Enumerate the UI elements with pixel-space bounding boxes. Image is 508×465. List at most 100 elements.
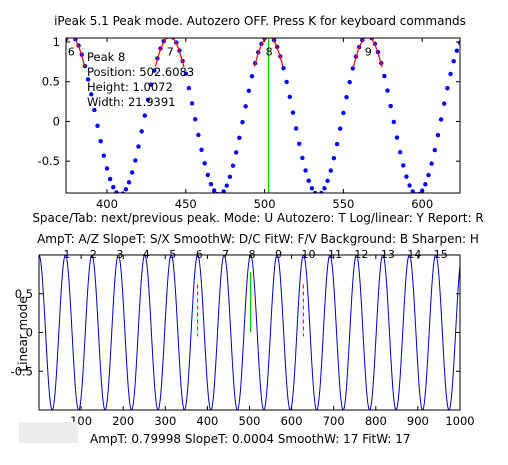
- upper-data-point: [338, 126, 343, 131]
- upper-data-point: [227, 174, 233, 180]
- upper-data-point: [287, 94, 292, 100]
- upper-data-point: [388, 103, 393, 109]
- upper-data-point: [397, 150, 403, 155]
- upper-y-tick-label: 0: [53, 114, 60, 128]
- lower-axis-ticks: 100 200 300 400 500 600 700 800 900 1000-0.500.5: [11, 255, 475, 428]
- upper-data-point: [404, 174, 409, 179]
- lower-x-tick-label: 400: [196, 414, 218, 428]
- upper-axis-ticks: 400 450 500 550 600 -0.5 0 0.5 1: [38, 35, 460, 211]
- upper-data-point: [284, 79, 289, 85]
- upper-data-point: [168, 33, 172, 37]
- upper-data-point: [334, 141, 340, 147]
- upper-data-point: [221, 189, 226, 193]
- upper-plot-area: [66, 38, 460, 193]
- upper-data-point: [120, 191, 125, 193]
- upper-data-point: [442, 101, 447, 106]
- upper-data-point: [448, 71, 453, 77]
- upper-data-point: [319, 190, 324, 193]
- upper-data-point: [215, 191, 220, 193]
- help-line-navigation: Space/Tab: next/previous peak. Mode: U A…: [32, 211, 483, 225]
- upper-plot: 400 450 500 550 600 -0.5 0 0.5 1 6 7 8 9 Peak 8 Pos…: [38, 33, 461, 211]
- lower-x-tick-label: 700: [323, 414, 345, 428]
- lower-x-tick-label: 900: [407, 414, 429, 428]
- lower-x-tick-label: 1000: [445, 414, 474, 428]
- upper-data-point: [237, 135, 242, 140]
- upper-data-point: [249, 74, 255, 79]
- upper-data-point: [410, 189, 415, 193]
- upper-data-point: [322, 186, 327, 191]
- peak-info-position: Position: 502.6083: [87, 65, 194, 79]
- bottom-status-line: AmpT: 0.79998 SlopeT: 0.0004 SmoothW: 17…: [90, 432, 411, 446]
- lower-y-tick-label: -0.5: [11, 364, 33, 378]
- upper-data-point: [104, 166, 110, 171]
- upper-data-point: [101, 153, 107, 158]
- upper-data-point: [426, 172, 431, 178]
- lower-x-tick-label: 600: [281, 414, 303, 428]
- upper-data-point: [300, 155, 305, 161]
- upper-data-point: [240, 119, 245, 125]
- upper-data-point: [438, 117, 444, 122]
- blank-control-button[interactable]: [19, 422, 78, 443]
- upper-x-tick-label: 600: [411, 197, 433, 211]
- upper-data-point: [341, 110, 346, 116]
- upper-data-point: [193, 117, 198, 122]
- upper-data-point: [234, 150, 239, 155]
- upper-data-point: [347, 79, 352, 85]
- upper-data-point: [95, 123, 100, 129]
- upper-data-point: [142, 113, 147, 118]
- upper-x-tick-label: 550: [332, 197, 354, 211]
- upper-data-point: [350, 66, 356, 71]
- upper-data-point: [136, 144, 141, 149]
- upper-signal-series: [66, 33, 460, 193]
- upper-data-point: [454, 48, 460, 53]
- upper-y-tick-label: 0.5: [42, 75, 60, 89]
- lower-x-tick-label: 300: [154, 414, 176, 428]
- upper-y-tick-label: -0.5: [38, 154, 60, 168]
- upper-data-point: [145, 97, 151, 102]
- upper-x-tick-label: 400: [96, 197, 118, 211]
- upper-peak-fit: [253, 38, 284, 67]
- upper-data-point: [306, 178, 311, 183]
- upper-data-point: [429, 161, 434, 166]
- upper-data-point: [293, 126, 299, 131]
- upper-data-point: [435, 132, 441, 138]
- upper-peak-fit: [66, 38, 86, 68]
- lower-y-tick-label: 0.5: [15, 287, 33, 301]
- upper-data-point: [230, 163, 236, 168]
- lower-plot-frame: [38, 254, 461, 411]
- upper-peak-labels: 6 7 8 9: [68, 46, 372, 59]
- upper-plot-frame: [65, 37, 461, 194]
- lower-x-tick-label: 500: [239, 414, 261, 428]
- upper-data-point: [211, 188, 217, 193]
- upper-data-point: [114, 190, 119, 193]
- upper-data-point: [243, 104, 248, 109]
- upper-data-point: [391, 119, 397, 125]
- upper-data-point: [312, 190, 318, 193]
- upper-data-point: [297, 141, 302, 146]
- upper-data-point: [89, 92, 94, 97]
- upper-data-point: [246, 88, 252, 93]
- upper-data-point: [290, 110, 296, 115]
- upper-peak-fit: [353, 38, 383, 68]
- lower-y-axis-label: Linear mode: [16, 296, 30, 371]
- upper-data-point: [196, 132, 201, 138]
- upper-data-point: [328, 168, 333, 173]
- upper-data-point: [129, 170, 135, 175]
- peak-info-height: Height: 1.0072: [87, 80, 173, 94]
- upper-data-point: [148, 82, 154, 87]
- peak-info-width: Width: 21.9391: [87, 95, 176, 109]
- upper-peak-number: 6: [68, 46, 75, 59]
- upper-data-point: [331, 155, 337, 161]
- help-line-parameters: AmpT: A/Z SlopeT: S/X SmoothW: D/C FitW:…: [37, 232, 479, 246]
- lower-plot: 100 200 300 400 500 600 700 800 900 1000-0.500.5 …: [11, 248, 475, 428]
- lower-signal-series: [39, 255, 460, 410]
- upper-data-point: [152, 68, 157, 73]
- window-title: iPeak 5.1 Peak mode. Autozero OFF. Press…: [54, 14, 466, 28]
- upper-data-point: [385, 88, 390, 93]
- upper-data-point: [309, 186, 315, 191]
- upper-data-point: [139, 129, 144, 134]
- upper-peak-number: 9: [365, 46, 372, 59]
- upper-data-point: [123, 187, 129, 192]
